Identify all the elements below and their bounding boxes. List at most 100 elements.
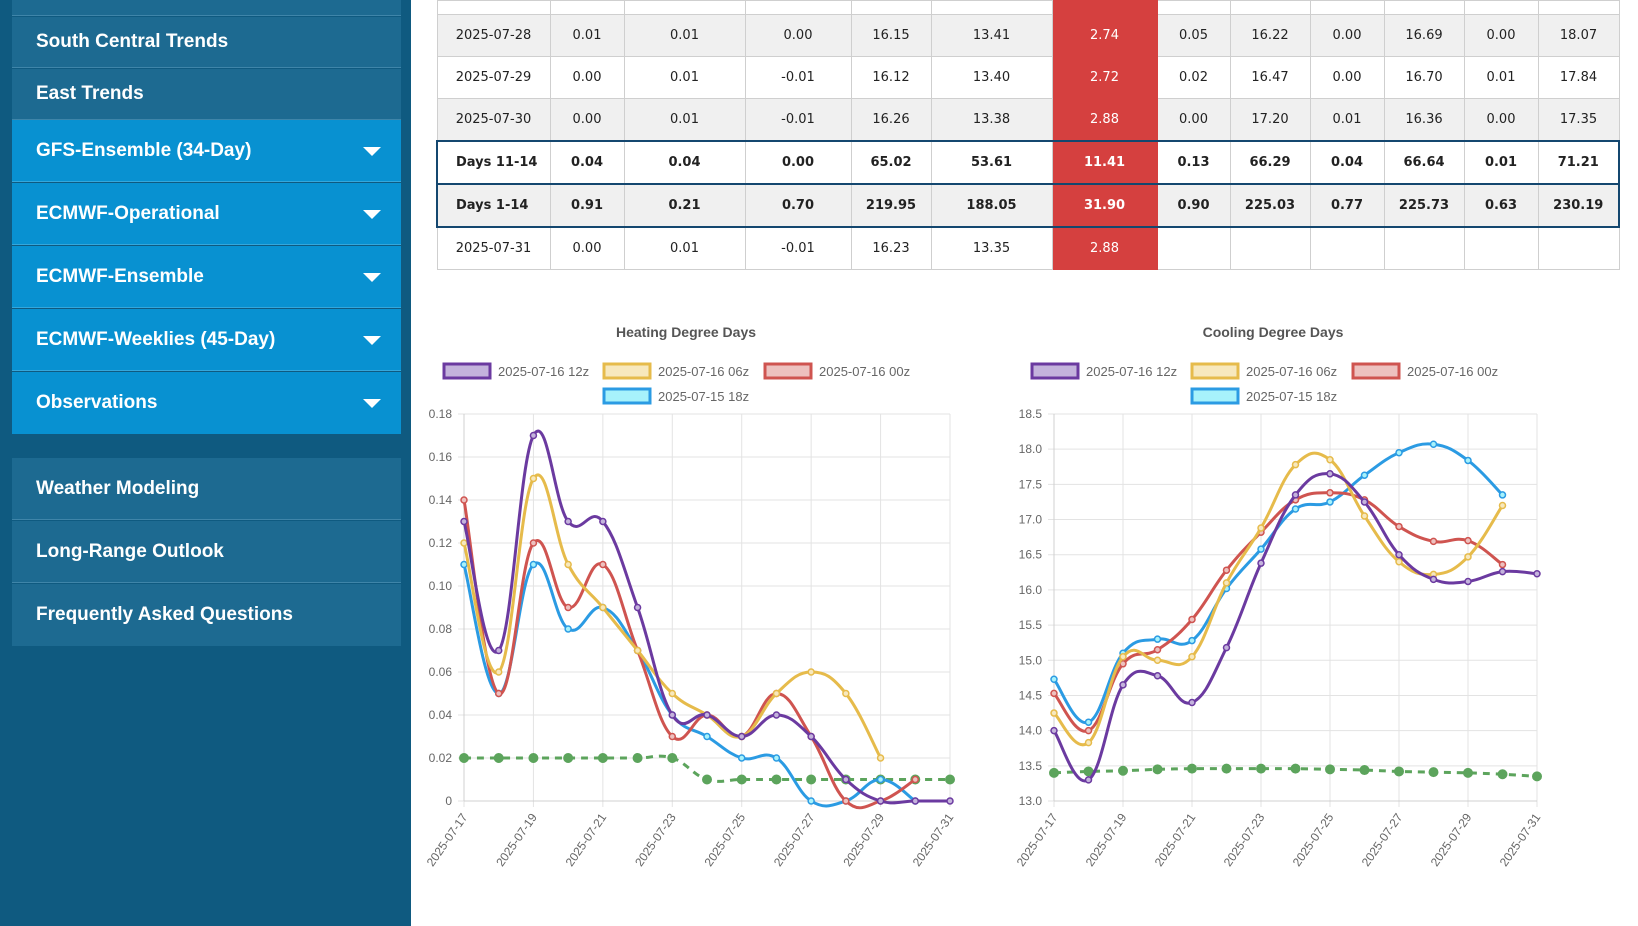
legend-swatch [1351, 362, 1401, 380]
nav-item-ecmwf-weeklies[interactable]: ECMWF-Weeklies (45-Day) [12, 309, 401, 371]
nav-label: Weather Modeling [36, 477, 200, 499]
data-point [1498, 560, 1507, 569]
y-tick-label: 0.06 [429, 665, 453, 679]
table-cell: 16.36 [1383, 98, 1465, 142]
table-cell: 0.01 [623, 14, 746, 57]
data-point [633, 646, 642, 655]
data-point [1395, 522, 1403, 531]
data-point [1119, 653, 1127, 661]
data-point [1429, 575, 1438, 584]
data-point [493, 753, 504, 763]
table-cell: 66.64 [1383, 140, 1465, 185]
data-point [1464, 456, 1472, 465]
nav-item-faq[interactable]: Frequently Asked Questions [12, 584, 401, 646]
x-tick-label: 2025-07-23 [1221, 810, 1268, 869]
highlight-cell: 2.72 [1051, 56, 1158, 99]
nav-item-long-range-outlook[interactable]: Long-Range Outlook [12, 521, 401, 583]
nav-label: Frequently Asked Questions [36, 604, 293, 625]
data-point [1050, 709, 1058, 717]
data-point [1533, 569, 1541, 578]
data-point [1394, 766, 1404, 777]
nav-item-previous[interactable] [12, 0, 401, 16]
data-point [528, 753, 539, 763]
table-cell: 0.04 [1309, 140, 1385, 185]
legend-swatch [602, 387, 652, 405]
nav-label: GFS-Ensemble (34-Day) [36, 139, 252, 161]
highlight-cell [1051, 0, 1158, 15]
data-point [842, 775, 850, 784]
data-point [1429, 537, 1438, 546]
data-point [668, 689, 677, 698]
chevron-down-icon[interactable] [363, 146, 381, 156]
data-point [1498, 491, 1507, 499]
data-point [1326, 470, 1334, 478]
data-point [1326, 455, 1334, 464]
table-cell: 53.61 [930, 140, 1053, 185]
data-point [597, 753, 608, 763]
x-tick-label: 2025-07-29 [1428, 810, 1475, 869]
x-tick-label: 2025-07-23 [632, 810, 679, 869]
table-cell: 16.22 [1229, 14, 1311, 57]
table-cell: 0.01 [1309, 98, 1385, 142]
table-cell: 225.73 [1383, 183, 1465, 228]
data-point [599, 603, 607, 612]
data-point [1084, 726, 1093, 735]
x-tick-label: 2025-07-17 [424, 810, 471, 869]
sidebar: South Central Trends East Trends GFS-Ens… [0, 0, 411, 926]
nav-item-gfs-ensemble[interactable]: GFS-Ensemble (34-Day) [12, 120, 401, 182]
data-point [1428, 767, 1439, 778]
nav-item-south-central-trends[interactable]: South Central Trends [12, 17, 401, 68]
data-point [494, 689, 503, 698]
data-point [459, 753, 469, 763]
data-point [1222, 579, 1231, 587]
table-cell: 0.00 [1309, 56, 1385, 99]
table-cell: 0.05 [1156, 14, 1231, 57]
chevron-down-icon[interactable] [363, 399, 381, 408]
data-point [1463, 767, 1473, 778]
data-point [1291, 491, 1300, 499]
table-cell [850, 0, 932, 15]
data-point [842, 689, 850, 698]
heating-degree-days-chart: Heating Degree Days 2025-07-16 12z 2025-07… [424, 324, 957, 869]
data-point [1395, 448, 1403, 457]
legend-label: 2025-07-16 12z [498, 364, 589, 379]
y-tick-label: 0.04 [429, 708, 453, 722]
data-point [1084, 738, 1093, 747]
data-point [945, 774, 955, 785]
data-point [1360, 498, 1369, 506]
nav-item-ecmwf-ensemble[interactable]: ECMWF-Ensemble [12, 246, 401, 308]
legend-label: 2025-07-15 18z [1246, 389, 1337, 404]
nav-item-ecmwf-operational[interactable]: ECMWF-Operational [12, 183, 401, 245]
table-cell: 16.69 [1383, 14, 1465, 57]
table-cell: 16.70 [1383, 56, 1465, 99]
y-tick-label: 16.0 [1019, 583, 1043, 597]
summary-row: Days 11-14 0.04 0.04 0.00 65.02 53.61 11.41 0.1… [436, 140, 1620, 185]
data-point [1256, 763, 1266, 774]
highlight-cell: 2.74 [1051, 14, 1158, 57]
table-cell [1463, 0, 1539, 15]
nav-item-weather-modeling[interactable]: Weather Modeling [12, 458, 401, 520]
chevron-down-icon[interactable] [363, 272, 381, 282]
highlight-cell: 31.90 [1051, 183, 1158, 228]
data-point [1360, 512, 1369, 520]
series-line [462, 429, 950, 805]
table-cell: 16.23 [850, 226, 932, 270]
nav-item-east-trends[interactable]: East Trends [12, 69, 401, 120]
chevron-down-icon[interactable] [363, 209, 381, 219]
y-tick-label: 0.18 [429, 407, 453, 421]
table-cell: -0.01 [744, 226, 852, 270]
legend-label: 2025-07-16 12z [1086, 364, 1177, 379]
nav-label: Long-Range Outlook [36, 540, 224, 562]
legend-label: 2025-07-16 06z [1246, 364, 1337, 379]
nav-label: Observations [36, 392, 158, 413]
chevron-down-icon[interactable] [363, 335, 381, 345]
data-point [1083, 766, 1094, 777]
data-point [876, 754, 885, 762]
table-cell: 0.00 [1463, 98, 1539, 142]
table-cell: 13.41 [930, 14, 1053, 57]
table-cell: 0.91 [549, 183, 625, 228]
data-point [1050, 689, 1058, 698]
table-cell: 0.70 [744, 183, 852, 228]
nav-item-observations[interactable]: Observations [12, 372, 401, 434]
data-point [1188, 698, 1196, 707]
